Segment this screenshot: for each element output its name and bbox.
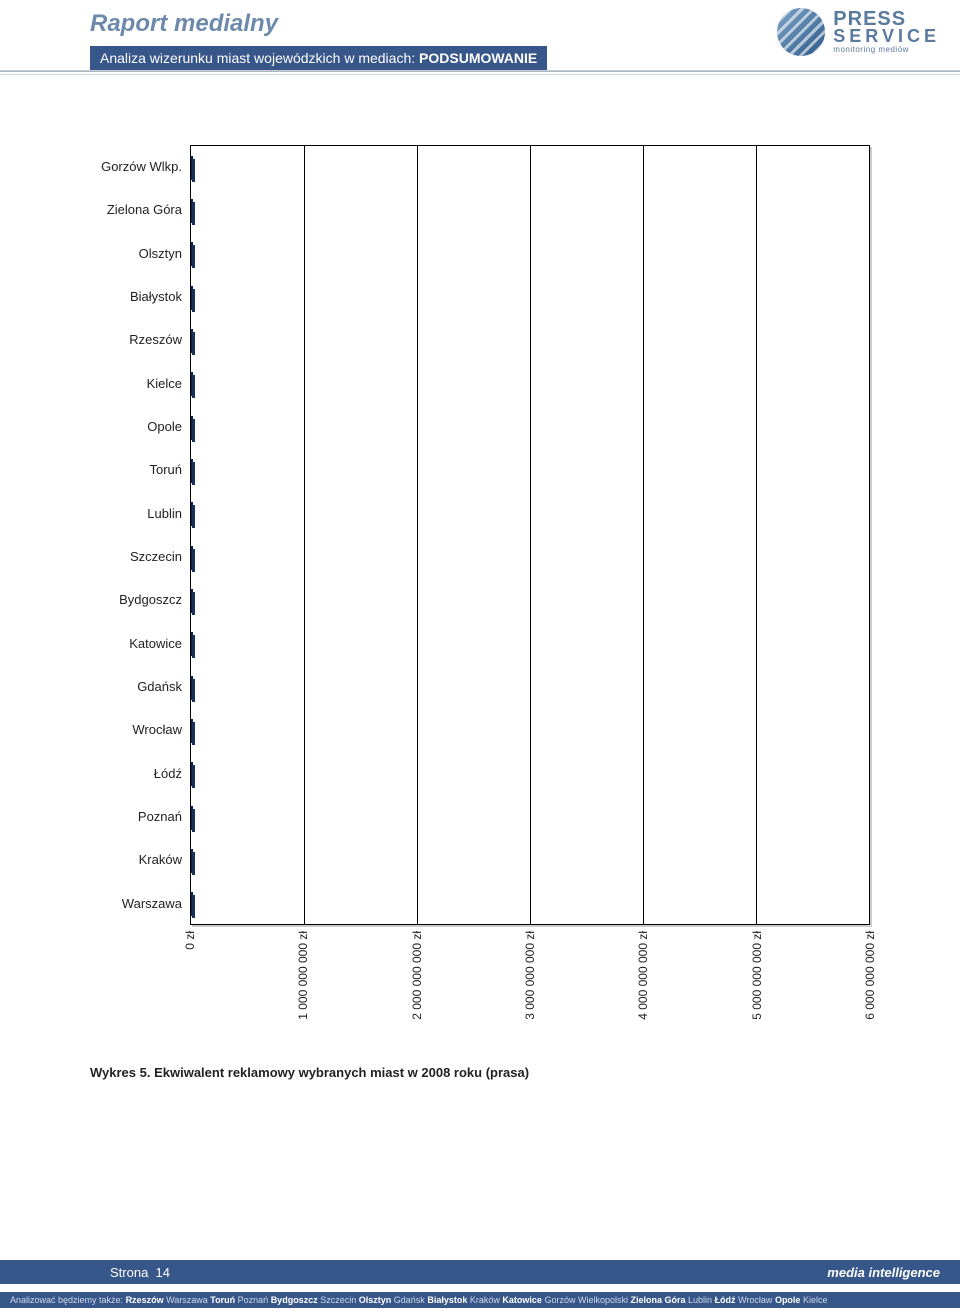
footer-city: Olsztyn bbox=[359, 1295, 392, 1305]
bar bbox=[191, 676, 193, 700]
category-label: Opole bbox=[90, 405, 190, 448]
category-label: Szczecin bbox=[90, 535, 190, 578]
y-axis-labels: Gorzów Wlkp.Zielona GóraOlsztynBiałystok… bbox=[90, 145, 190, 925]
bar bbox=[191, 502, 193, 526]
category-label: Rzeszów bbox=[90, 318, 190, 361]
category-label: Katowice bbox=[90, 622, 190, 665]
category-label: Kielce bbox=[90, 362, 190, 405]
footer-city: Poznań bbox=[238, 1295, 269, 1305]
divider bbox=[0, 74, 960, 75]
footer-cities: Analizować będziemy także: Rzeszów Warsz… bbox=[0, 1292, 960, 1308]
footer-city: Toruń bbox=[210, 1295, 235, 1305]
x-tick-label: 5 000 000 000 zł bbox=[750, 931, 764, 1020]
logo-line2: SERVICE bbox=[833, 28, 940, 44]
footer-city: Warszawa bbox=[166, 1295, 208, 1305]
gridline bbox=[417, 146, 418, 924]
gridline bbox=[756, 146, 757, 924]
category-label: Białystok bbox=[90, 275, 190, 318]
bar bbox=[191, 329, 193, 353]
footer-city: Kielce bbox=[803, 1295, 828, 1305]
subtitle-prefix: Analiza wizerunku miast wojewódzkich w m… bbox=[100, 50, 419, 66]
bar bbox=[191, 589, 193, 613]
bar bbox=[191, 416, 193, 440]
bar bbox=[191, 286, 193, 310]
page-label: Strona bbox=[110, 1265, 148, 1280]
category-label: Łódź bbox=[90, 752, 190, 795]
footer-city: Łódź bbox=[715, 1295, 736, 1305]
footer-city: Szczecin bbox=[320, 1295, 356, 1305]
x-tick-label: 6 000 000 000 zł bbox=[863, 931, 877, 1020]
x-tick-label: 0 zł bbox=[183, 931, 197, 950]
footer-bar: Strona 14 media intelligence bbox=[0, 1260, 960, 1284]
plot-area bbox=[190, 145, 870, 925]
bar bbox=[191, 242, 193, 266]
footer-city: Kraków bbox=[470, 1295, 500, 1305]
bar bbox=[191, 892, 193, 916]
footer-city: Zielona Góra bbox=[630, 1295, 685, 1305]
bar bbox=[191, 806, 193, 830]
category-label: Zielona Góra bbox=[90, 188, 190, 231]
gridline bbox=[869, 146, 870, 924]
category-label: Gdańsk bbox=[90, 665, 190, 708]
bar bbox=[191, 199, 193, 223]
bar-chart: Gorzów Wlkp.Zielona GóraOlsztynBiałystok… bbox=[90, 145, 870, 925]
report-subtitle: Analiza wizerunku miast wojewódzkich w m… bbox=[90, 46, 547, 70]
bar bbox=[191, 632, 193, 656]
chart-caption: Wykres 5. Ekwiwalent reklamowy wybranych… bbox=[90, 1065, 870, 1080]
bar bbox=[191, 156, 193, 180]
bar bbox=[191, 372, 193, 396]
bar bbox=[191, 459, 193, 483]
footer-city: Wrocław bbox=[738, 1295, 772, 1305]
footer-cities-prefix: Analizować będziemy także: bbox=[10, 1295, 126, 1305]
footer-brand: media intelligence bbox=[827, 1265, 940, 1280]
bar bbox=[191, 849, 193, 873]
divider bbox=[0, 71, 960, 72]
footer-city: Rzeszów bbox=[126, 1295, 164, 1305]
category-label: Wrocław bbox=[90, 708, 190, 751]
category-label: Warszawa bbox=[90, 882, 190, 925]
brand-logo: PRESS SERVICE monitoring mediów bbox=[777, 8, 940, 56]
category-label: Kraków bbox=[90, 838, 190, 881]
logo-text: PRESS SERVICE monitoring mediów bbox=[833, 10, 940, 53]
x-axis: 0 zł1 000 000 000 zł2 000 000 000 zł3 00… bbox=[190, 925, 870, 1055]
gridline bbox=[530, 146, 531, 924]
category-label: Poznań bbox=[90, 795, 190, 838]
page-number: 14 bbox=[156, 1265, 170, 1280]
footer-city: Gorzów Wielkopolski bbox=[544, 1295, 628, 1305]
bar bbox=[191, 719, 193, 743]
report-header: Raport medialny Analiza wizerunku miast … bbox=[0, 0, 960, 71]
chart-container: Gorzów Wlkp.Zielona GóraOlsztynBiałystok… bbox=[90, 145, 870, 1080]
category-label: Bydgoszcz bbox=[90, 578, 190, 621]
x-tick-label: 1 000 000 000 zł bbox=[296, 931, 310, 1020]
x-tick-label: 4 000 000 000 zł bbox=[636, 931, 650, 1020]
logo-globe-icon bbox=[777, 8, 825, 56]
gridline bbox=[304, 146, 305, 924]
x-tick-label: 3 000 000 000 zł bbox=[523, 931, 537, 1020]
footer-city: Gdańsk bbox=[394, 1295, 425, 1305]
category-label: Lublin bbox=[90, 492, 190, 535]
footer-city: Bydgoszcz bbox=[271, 1295, 318, 1305]
category-label: Toruń bbox=[90, 448, 190, 491]
footer-city: Białystok bbox=[427, 1295, 467, 1305]
bar bbox=[191, 546, 193, 570]
category-label: Gorzów Wlkp. bbox=[90, 145, 190, 188]
subtitle-bold: PODSUMOWANIE bbox=[419, 50, 537, 66]
x-tick-label: 2 000 000 000 zł bbox=[410, 931, 424, 1020]
footer-city: Katowice bbox=[502, 1295, 542, 1305]
gridline bbox=[643, 146, 644, 924]
bar bbox=[191, 762, 193, 786]
footer-city: Opole bbox=[775, 1295, 801, 1305]
category-label: Olsztyn bbox=[90, 232, 190, 275]
footer-city: Lublin bbox=[688, 1295, 712, 1305]
